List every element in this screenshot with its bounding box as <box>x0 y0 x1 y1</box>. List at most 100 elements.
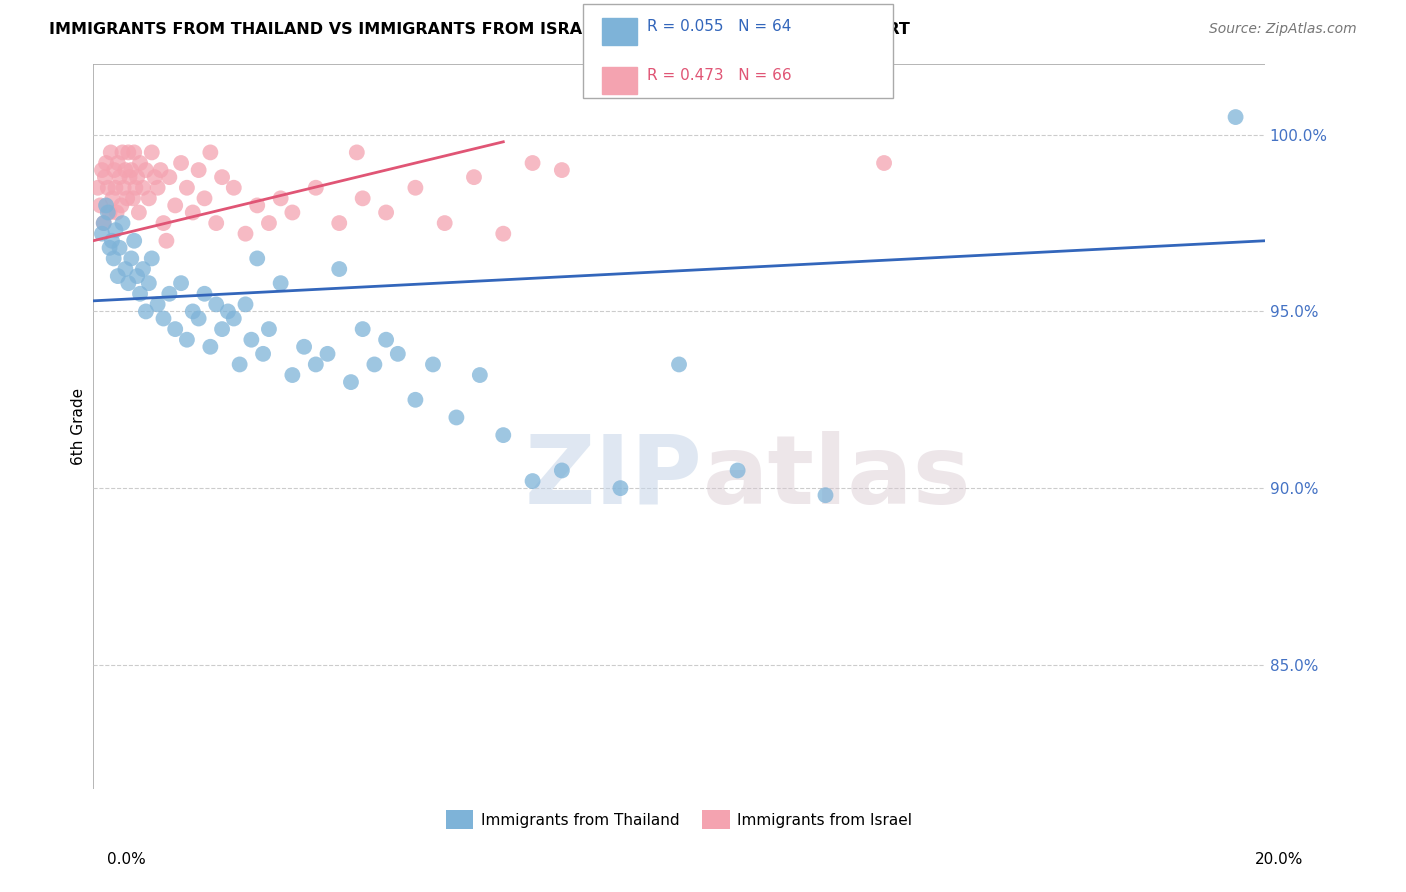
Point <box>181 205 204 219</box>
Point <box>551 163 574 178</box>
Point <box>108 170 131 185</box>
Point <box>387 347 409 361</box>
Point <box>152 216 174 230</box>
Point <box>217 304 239 318</box>
Point <box>94 156 117 170</box>
Point <box>104 180 127 194</box>
Point <box>112 180 135 194</box>
Point <box>135 304 157 318</box>
Point <box>522 156 544 170</box>
Point <box>375 333 398 347</box>
Point <box>157 170 180 185</box>
Point <box>257 322 280 336</box>
Point <box>235 227 257 241</box>
Point <box>128 205 150 219</box>
Point <box>115 191 138 205</box>
Point <box>170 156 193 170</box>
Point <box>252 347 274 361</box>
Point <box>157 286 180 301</box>
Point <box>94 170 117 185</box>
Point <box>433 216 456 230</box>
Point <box>93 216 115 230</box>
Point <box>108 241 131 255</box>
Point <box>668 358 690 372</box>
Point <box>522 474 544 488</box>
Point <box>111 216 134 230</box>
Point <box>292 340 315 354</box>
Point <box>127 170 149 185</box>
Point <box>270 191 292 205</box>
Point <box>492 227 515 241</box>
Point <box>149 163 172 178</box>
Point <box>240 333 263 347</box>
Point <box>205 216 228 230</box>
Point <box>187 163 209 178</box>
Point <box>141 145 163 160</box>
Text: 0.0%: 0.0% <box>107 852 146 867</box>
Point <box>200 145 222 160</box>
Point <box>281 368 304 382</box>
Point <box>165 198 187 212</box>
Point <box>187 311 209 326</box>
Point <box>143 170 166 185</box>
Text: Source: ZipAtlas.com: Source: ZipAtlas.com <box>1209 22 1357 37</box>
Point <box>281 205 304 219</box>
Point <box>200 340 222 354</box>
Point <box>222 180 245 194</box>
Point <box>103 163 125 178</box>
Point <box>492 428 515 442</box>
Point <box>97 205 120 219</box>
Point <box>91 163 114 178</box>
Point <box>107 269 129 284</box>
Point <box>107 156 129 170</box>
Point <box>305 358 328 372</box>
Point <box>101 234 124 248</box>
Point <box>127 269 149 284</box>
Point <box>152 311 174 326</box>
Point <box>120 163 142 178</box>
Point <box>117 276 139 290</box>
Point <box>118 170 141 185</box>
Point <box>129 286 152 301</box>
Point <box>246 198 269 212</box>
Point <box>228 358 250 372</box>
Point <box>146 180 169 194</box>
Point <box>1225 110 1247 124</box>
Point <box>103 252 125 266</box>
Point <box>105 205 128 219</box>
Point <box>117 145 139 160</box>
Text: atlas: atlas <box>703 431 972 524</box>
Point <box>727 463 749 477</box>
Point <box>316 347 339 361</box>
Point <box>814 488 837 502</box>
Point <box>155 234 177 248</box>
Point <box>305 180 328 194</box>
Point <box>340 375 363 389</box>
Point <box>104 223 127 237</box>
Point <box>363 358 385 372</box>
Point <box>98 205 121 219</box>
Point <box>176 180 198 194</box>
Point <box>132 262 155 277</box>
Point <box>114 262 136 277</box>
Y-axis label: 6th Grade: 6th Grade <box>72 388 86 465</box>
Point <box>138 276 160 290</box>
Point <box>205 297 228 311</box>
Point <box>609 481 631 495</box>
Point <box>551 463 574 477</box>
Point <box>97 180 120 194</box>
Point <box>193 191 215 205</box>
Point <box>446 410 468 425</box>
Point <box>135 163 157 178</box>
Point <box>94 198 117 212</box>
Point <box>110 198 132 212</box>
Point <box>404 392 426 407</box>
Point <box>468 368 491 382</box>
Point <box>129 156 152 170</box>
Point <box>170 276 193 290</box>
Point <box>114 163 136 178</box>
Point <box>328 216 350 230</box>
Text: IMMIGRANTS FROM THAILAND VS IMMIGRANTS FROM ISRAEL 6TH GRADE CORRELATION CHART: IMMIGRANTS FROM THAILAND VS IMMIGRANTS F… <box>49 22 910 37</box>
Point <box>404 180 426 194</box>
Point <box>235 297 257 311</box>
